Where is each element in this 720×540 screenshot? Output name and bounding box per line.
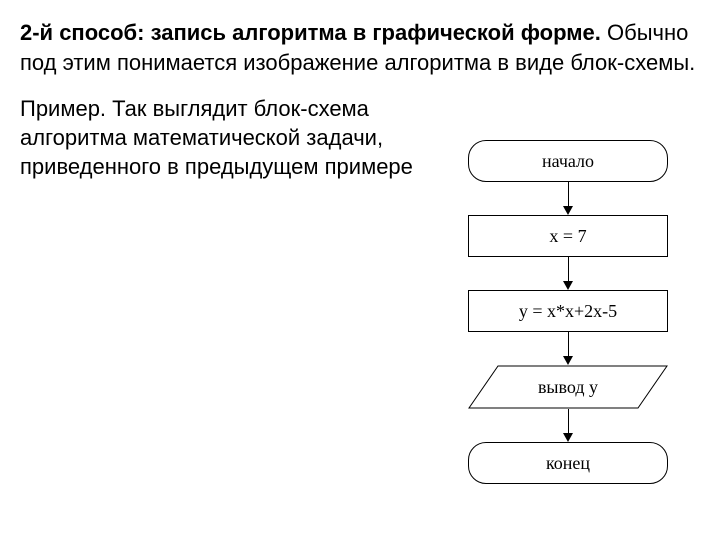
flowchart-node-end: конец: [468, 442, 668, 484]
arrow-line: [568, 257, 569, 281]
flowchart: начало x = 7 y = x*x+2x-5 вывод y конец: [438, 140, 698, 484]
arrow-head-icon: [563, 206, 573, 215]
heading-bold: 2-й способ: запись алгоритма в графическ…: [20, 20, 601, 45]
flowchart-node-calc: y = x*x+2x-5: [468, 290, 668, 332]
arrow-line: [568, 332, 569, 356]
arrow-line: [568, 182, 569, 206]
flowchart-node-start: начало: [468, 140, 668, 182]
flowchart-node-assign: x = 7: [468, 215, 668, 257]
flowchart-arrow: [563, 257, 573, 290]
flowchart-node-calc-label: y = x*x+2x-5: [519, 301, 617, 322]
arrow-head-icon: [563, 281, 573, 290]
flowchart-node-start-label: начало: [542, 151, 594, 172]
example-paragraph: Пример. Так выглядит блок-схема алгоритм…: [20, 95, 420, 181]
flowchart-node-end-label: конец: [546, 453, 590, 474]
flowchart-node-output-label: вывод y: [468, 365, 668, 409]
arrow-line: [568, 409, 569, 433]
flowchart-arrow: [563, 182, 573, 215]
flowchart-node-output: вывод y: [468, 365, 668, 409]
flowchart-arrow: [563, 332, 573, 365]
flowchart-arrow: [563, 409, 573, 442]
arrow-head-icon: [563, 433, 573, 442]
flowchart-node-assign-label: x = 7: [549, 226, 586, 247]
heading: 2-й способ: запись алгоритма в графическ…: [20, 18, 700, 77]
arrow-head-icon: [563, 356, 573, 365]
